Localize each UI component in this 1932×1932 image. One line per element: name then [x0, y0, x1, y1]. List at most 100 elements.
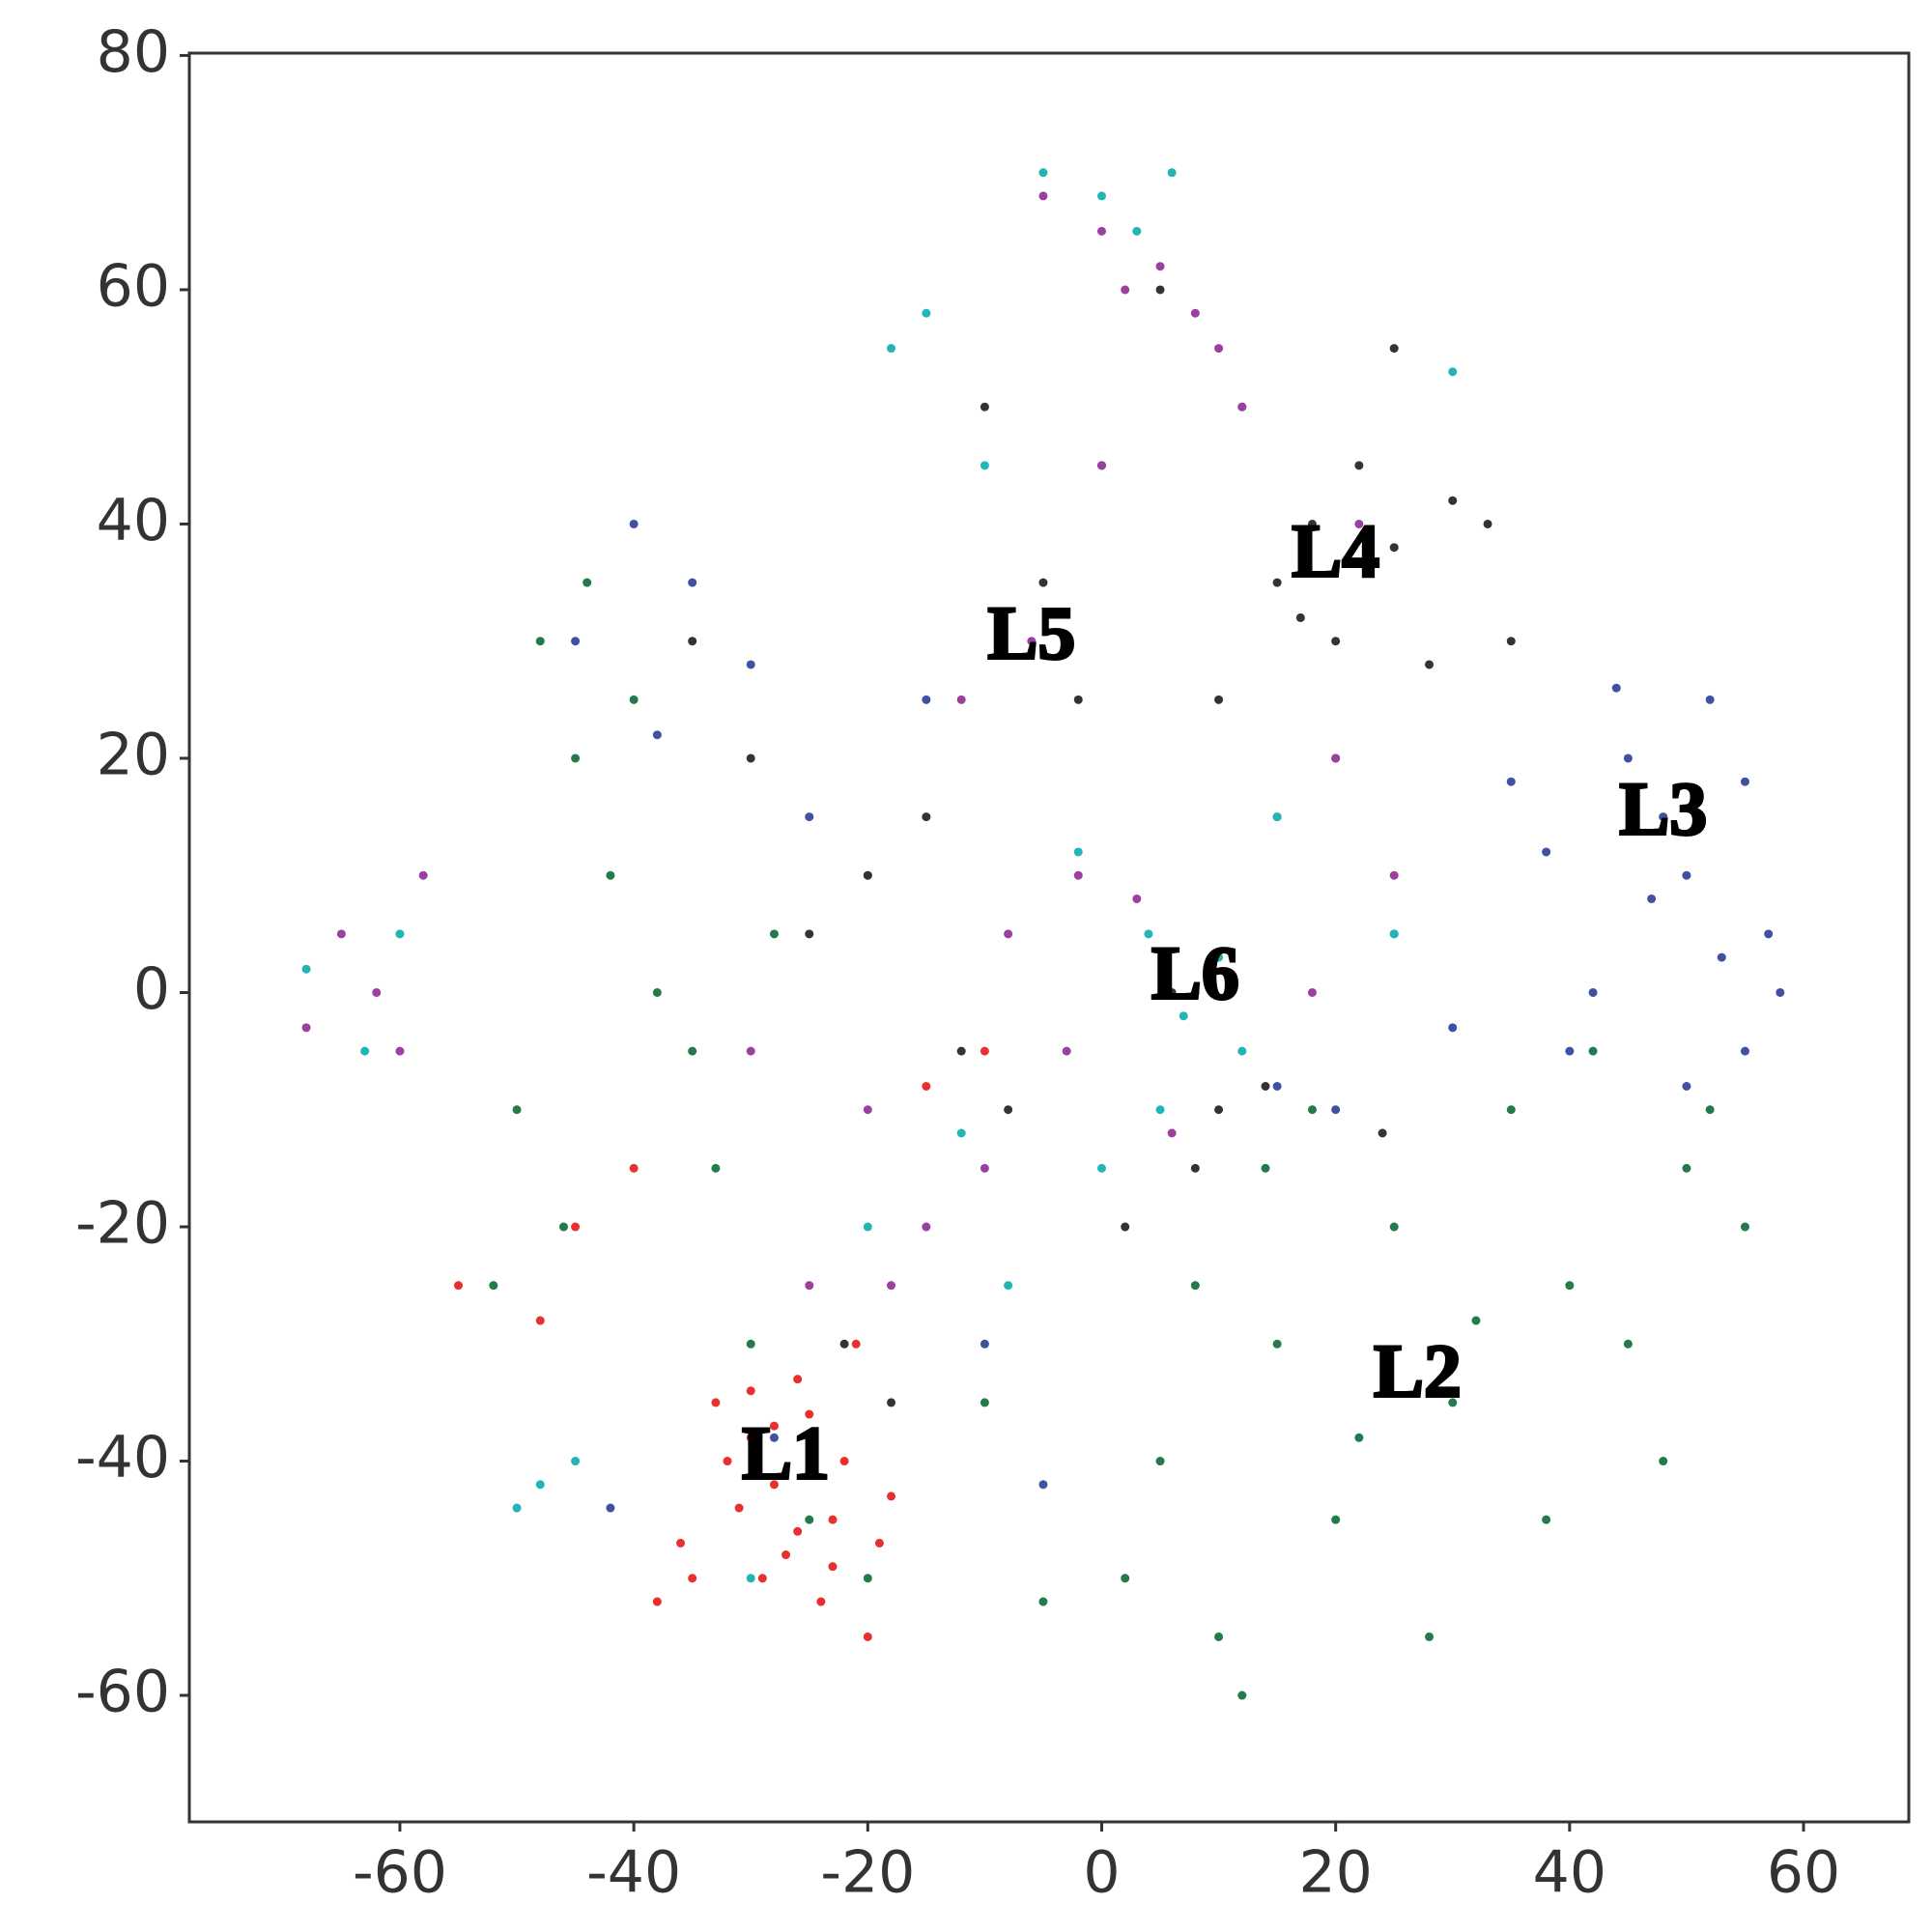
- point: [1448, 1023, 1458, 1033]
- point: [1261, 1163, 1270, 1173]
- point: [1155, 1105, 1165, 1115]
- point: [1448, 1398, 1458, 1407]
- point: [1659, 1457, 1668, 1466]
- point: [922, 308, 931, 318]
- point: [372, 987, 382, 997]
- point: [711, 1163, 721, 1173]
- point: [1190, 1281, 1200, 1291]
- point: [688, 1046, 697, 1056]
- point: [1307, 1105, 1317, 1115]
- point: [863, 1222, 872, 1232]
- x-tick-label: 60: [1767, 1839, 1840, 1907]
- point: [629, 695, 639, 704]
- point: [535, 637, 545, 646]
- point: [652, 987, 662, 997]
- point: [956, 1128, 966, 1138]
- point: [454, 1281, 464, 1291]
- cluster-label: L1: [742, 1410, 830, 1494]
- point: [606, 870, 615, 880]
- point: [1389, 344, 1399, 354]
- point: [1004, 1281, 1013, 1291]
- point: [711, 1398, 721, 1407]
- point: [1167, 1128, 1177, 1138]
- point: [1167, 987, 1177, 997]
- point: [746, 1433, 755, 1442]
- point: [1506, 1105, 1516, 1115]
- point: [805, 929, 814, 939]
- point: [1214, 1632, 1224, 1641]
- point: [1167, 168, 1177, 178]
- point: [1354, 1433, 1364, 1442]
- point: [1004, 929, 1013, 939]
- point: [1506, 637, 1516, 646]
- point: [1448, 367, 1458, 377]
- point: [805, 1468, 814, 1478]
- point: [746, 1046, 755, 1056]
- point: [512, 1503, 522, 1513]
- y-tick-label: 20: [97, 722, 170, 789]
- point: [1261, 1081, 1270, 1091]
- point: [1705, 695, 1715, 704]
- point: [1144, 929, 1153, 939]
- point: [828, 1515, 838, 1524]
- point: [1471, 1316, 1481, 1325]
- point: [535, 1316, 545, 1325]
- point: [887, 1281, 896, 1291]
- point: [1272, 1339, 1282, 1349]
- point: [1237, 402, 1247, 412]
- point: [1214, 952, 1224, 962]
- x-tick-label: -20: [820, 1839, 915, 1907]
- point: [746, 660, 755, 669]
- point: [1740, 1046, 1749, 1056]
- point: [1155, 285, 1165, 295]
- point: [887, 344, 896, 354]
- point: [535, 1480, 545, 1490]
- point: [1740, 777, 1749, 786]
- point: [839, 1339, 849, 1349]
- point: [1179, 1011, 1188, 1021]
- point: [1623, 1339, 1633, 1349]
- cluster-label: L2: [1374, 1329, 1462, 1413]
- point: [956, 1046, 966, 1056]
- point: [571, 753, 581, 763]
- point: [980, 402, 989, 412]
- point: [1307, 519, 1317, 528]
- point: [1611, 683, 1621, 693]
- point: [1425, 660, 1435, 669]
- point: [1190, 308, 1200, 318]
- point: [769, 1480, 779, 1490]
- point: [558, 1222, 568, 1232]
- y-tick-label: 40: [97, 487, 170, 554]
- point: [887, 1492, 896, 1501]
- point: [863, 1574, 872, 1583]
- point: [1272, 1081, 1282, 1091]
- x-tick-label: -40: [586, 1839, 681, 1907]
- point: [1295, 612, 1305, 622]
- point: [606, 1503, 615, 1513]
- point: [1073, 847, 1083, 857]
- point: [1331, 753, 1341, 763]
- point: [1214, 1105, 1224, 1115]
- point: [688, 637, 697, 646]
- point: [1331, 1105, 1341, 1115]
- point: [1506, 777, 1516, 786]
- point: [746, 1574, 755, 1583]
- point: [1378, 1128, 1387, 1138]
- point: [652, 1597, 662, 1606]
- point: [688, 578, 697, 587]
- point: [851, 1339, 861, 1349]
- point: [1682, 870, 1691, 880]
- point: [571, 1222, 581, 1232]
- point: [1682, 1163, 1691, 1173]
- point: [629, 519, 639, 528]
- axes-frame: [187, 51, 1911, 1824]
- point: [922, 1222, 931, 1232]
- point: [922, 695, 931, 704]
- point: [956, 695, 966, 704]
- point: [582, 578, 592, 587]
- point: [863, 1105, 872, 1115]
- point: [793, 1375, 803, 1384]
- y-tick-label: -20: [75, 1190, 170, 1258]
- cluster-label: L6: [1151, 930, 1239, 1014]
